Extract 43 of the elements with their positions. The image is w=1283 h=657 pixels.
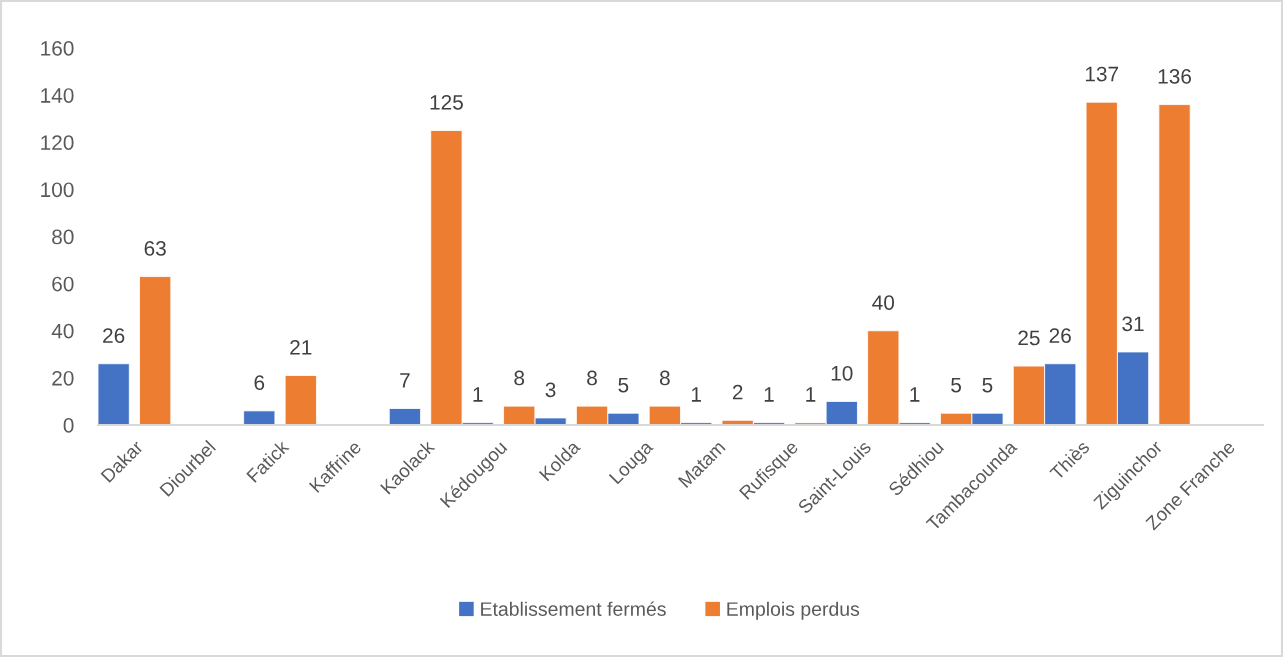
data-label: 1 xyxy=(910,387,920,402)
bar xyxy=(1158,104,1191,425)
data-label: 8 xyxy=(587,370,597,386)
data-label: 8 xyxy=(659,370,670,386)
data-label: 1 xyxy=(473,387,483,402)
data-label: 25 xyxy=(1018,330,1040,346)
y-tick-label: 160 xyxy=(41,41,74,56)
data-label: 6 xyxy=(254,375,265,391)
data-label: 7 xyxy=(400,373,410,388)
data-label: 63 xyxy=(144,241,166,256)
bar xyxy=(388,408,421,425)
data-label: 125 xyxy=(430,94,463,110)
data-label: 40 xyxy=(872,295,895,310)
y-tick-label: 100 xyxy=(41,182,74,198)
legend-label: Emplois perdus xyxy=(727,601,860,620)
data-label: 1 xyxy=(764,387,774,402)
data-label: 1 xyxy=(806,387,816,402)
bar xyxy=(284,375,317,425)
data-label: 2 xyxy=(732,384,743,400)
data-label: 26 xyxy=(1049,328,1071,343)
data-label: 10 xyxy=(831,365,853,381)
y-tick-label: 20 xyxy=(52,370,74,386)
data-label: 5 xyxy=(618,377,629,393)
y-tick-label: 80 xyxy=(52,229,74,245)
data-label: 5 xyxy=(982,377,993,393)
data-label: 136 xyxy=(1158,69,1191,84)
data-label: 5 xyxy=(951,377,962,393)
data-label: 3 xyxy=(545,382,556,398)
data-label: 1 xyxy=(691,387,701,402)
bar xyxy=(243,410,276,425)
data-label: 31 xyxy=(1122,316,1144,332)
y-tick-label: 0 xyxy=(63,418,74,433)
y-tick-label: 60 xyxy=(52,276,74,292)
data-label: 8 xyxy=(514,370,525,386)
bar xyxy=(98,363,130,425)
data-label: 26 xyxy=(103,328,125,343)
y-tick-label: 40 xyxy=(51,323,74,339)
data-label: 137 xyxy=(1085,66,1119,82)
y-tick-label: 120 xyxy=(41,135,74,150)
data-label: 21 xyxy=(290,339,312,355)
y-tick-label: 140 xyxy=(41,88,74,103)
bar xyxy=(139,276,172,425)
legend-label: Etablissement fermés xyxy=(481,601,666,616)
